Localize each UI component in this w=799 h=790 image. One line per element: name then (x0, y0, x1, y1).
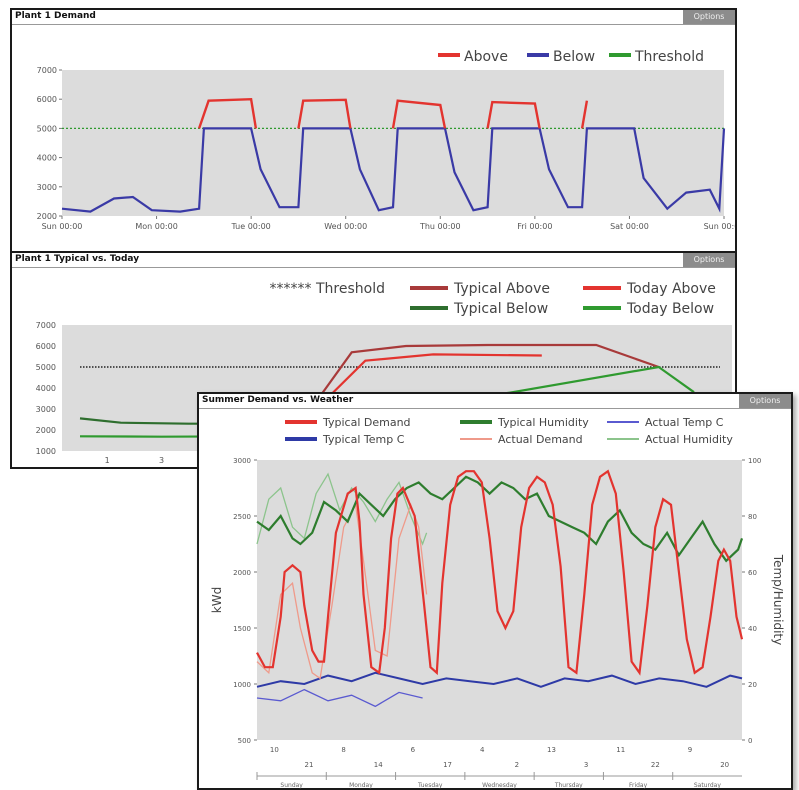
y2-tick-label: 100 (748, 457, 761, 465)
x-tick-label: 21 (305, 761, 314, 769)
legend-label: Typical Temp C (322, 433, 405, 446)
y2-tick-label: 40 (748, 625, 757, 633)
y-tick-label: 6000 (37, 95, 57, 104)
y-tick-label: 1000 (233, 681, 251, 689)
x-tick-label: 4 (480, 746, 485, 754)
x-tick-label: Sun 00:00 (704, 222, 735, 231)
y-tick-label: 1500 (233, 625, 251, 633)
panel-titlebar: Summer Demand vs. Weather Options (199, 394, 791, 409)
demand-vs-weather-panel: Summer Demand vs. Weather Options 500 100… (197, 392, 793, 790)
legend-label: Typical Demand (322, 416, 411, 429)
x-tick-label: 2 (515, 761, 519, 769)
y-tick-label: 2000 (37, 212, 57, 221)
legend-label: Threshold (634, 49, 704, 65)
legend-label: Actual Humidity (645, 433, 733, 446)
x-tick-label: 20 (720, 761, 729, 769)
day-label: Wednesday (482, 782, 517, 789)
y-tick-label: 500 (238, 737, 251, 745)
panel-title: Plant 1 Typical vs. Today (15, 254, 140, 264)
typical-temp-series-line (256, 671, 743, 688)
x-tick-label: 11 (616, 746, 625, 754)
y2-tick-label: 60 (748, 569, 757, 577)
y2-axis-label: Temp/Humidity (771, 554, 785, 645)
y-tick-label: 6000 (36, 342, 56, 351)
y-tick-label: 2000 (233, 569, 251, 577)
y-tick-label: 5000 (37, 124, 57, 133)
panel-title: Summer Demand vs. Weather (202, 395, 354, 405)
y2-tick-label: 0 (748, 737, 752, 745)
x-tick-label: 9 (688, 746, 692, 754)
legend-label: Actual Demand (498, 433, 583, 446)
x-tick-label: Tue 00:00 (231, 222, 271, 231)
above-series-line (391, 99, 447, 129)
typical-humidity-series-line (256, 475, 744, 563)
above-series-line (197, 97, 258, 129)
typical-demand-series-line (256, 469, 744, 676)
options-button[interactable]: Options (739, 394, 791, 408)
typical-above-series-line (310, 343, 660, 410)
x-tick-label: 8 (341, 746, 345, 754)
x-tick-label: 1 (105, 456, 110, 465)
legend-label: Typical Above (453, 281, 550, 297)
legend-label: Typical Humidity (497, 416, 589, 429)
legend-label: Today Above (626, 281, 716, 297)
demand-chart: 2000 3000 4000 5000 6000 7000 Sun 00:00 Mon 00:… (37, 49, 735, 231)
y-tick-label: 5000 (36, 363, 56, 372)
y-tick-label: 3000 (233, 457, 251, 465)
y-tick-label: 4000 (36, 384, 56, 393)
x-tick-label: 10 (270, 746, 279, 754)
actual-demand-series-line (256, 502, 428, 680)
x-tick-label: 17 (443, 761, 452, 769)
y-tick-label: 2000 (36, 426, 56, 435)
legend-label: ****** Threshold (270, 281, 385, 297)
day-label: Saturday (694, 782, 721, 789)
legend-label: Above (464, 49, 508, 65)
legend-label: Typical Below (453, 301, 548, 317)
options-button[interactable]: Options (683, 10, 735, 24)
panel-titlebar: Plant 1 Typical vs. Today Options (12, 253, 735, 268)
x-tick-label: 6 (411, 746, 416, 754)
options-button[interactable]: Options (683, 253, 735, 267)
above-series-line (486, 100, 541, 129)
day-label: Monday (349, 782, 373, 789)
x-tick-label: Wed 00:00 (324, 222, 367, 231)
above-series-line (580, 100, 589, 129)
x-tick-label: Sat 00:00 (610, 222, 649, 231)
actual-temp-series-line (256, 688, 423, 708)
x-tick-label: Thu 00:00 (419, 222, 461, 231)
y-tick-label: 2500 (233, 513, 251, 521)
y-tick-label: 7000 (36, 321, 56, 330)
above-series-line (297, 98, 352, 129)
y-axis-label: kWd (210, 587, 224, 613)
x-tick-label: 22 (651, 761, 660, 769)
day-label: Thursday (554, 782, 583, 789)
x-tick-label: 3 (159, 456, 164, 465)
x-tick-label: 3 (584, 761, 588, 769)
y2-tick-label: 80 (748, 513, 757, 521)
x-tick-label: 14 (374, 761, 383, 769)
x-tick-label: Mon 00:00 (135, 222, 177, 231)
day-label: Friday (629, 782, 648, 789)
panel-titlebar: Plant 1 Demand Options (12, 10, 735, 25)
y-tick-label: 7000 (37, 66, 57, 75)
legend-label: Below (553, 49, 595, 65)
day-label: Tuesday (417, 782, 443, 789)
y-tick-label: 1000 (36, 447, 56, 456)
x-tick-label: Fri 00:00 (517, 222, 552, 231)
y-tick-label: 3000 (36, 405, 56, 414)
legend-label: Actual Temp C (645, 416, 724, 429)
legend-label: Today Below (626, 301, 714, 317)
panel-title: Plant 1 Demand (15, 11, 96, 21)
y-tick-label: 3000 (37, 183, 57, 192)
y2-tick-label: 20 (748, 681, 757, 689)
x-tick-label: 13 (547, 746, 556, 754)
demand-vs-weather-chart: 500 1000 1500 2000 2500 3000 0 20 40 60 80 100 kWd Te… (210, 416, 785, 789)
day-label: Sunday (280, 782, 303, 789)
below-series-line (61, 127, 726, 213)
x-tick-label: Sun 00:00 (42, 222, 83, 231)
plant-demand-panel: Plant 1 Demand Options 2000 3000 4000 5000 6… (10, 8, 737, 253)
today-above-series-line (315, 353, 542, 410)
y-tick-label: 4000 (37, 154, 57, 163)
